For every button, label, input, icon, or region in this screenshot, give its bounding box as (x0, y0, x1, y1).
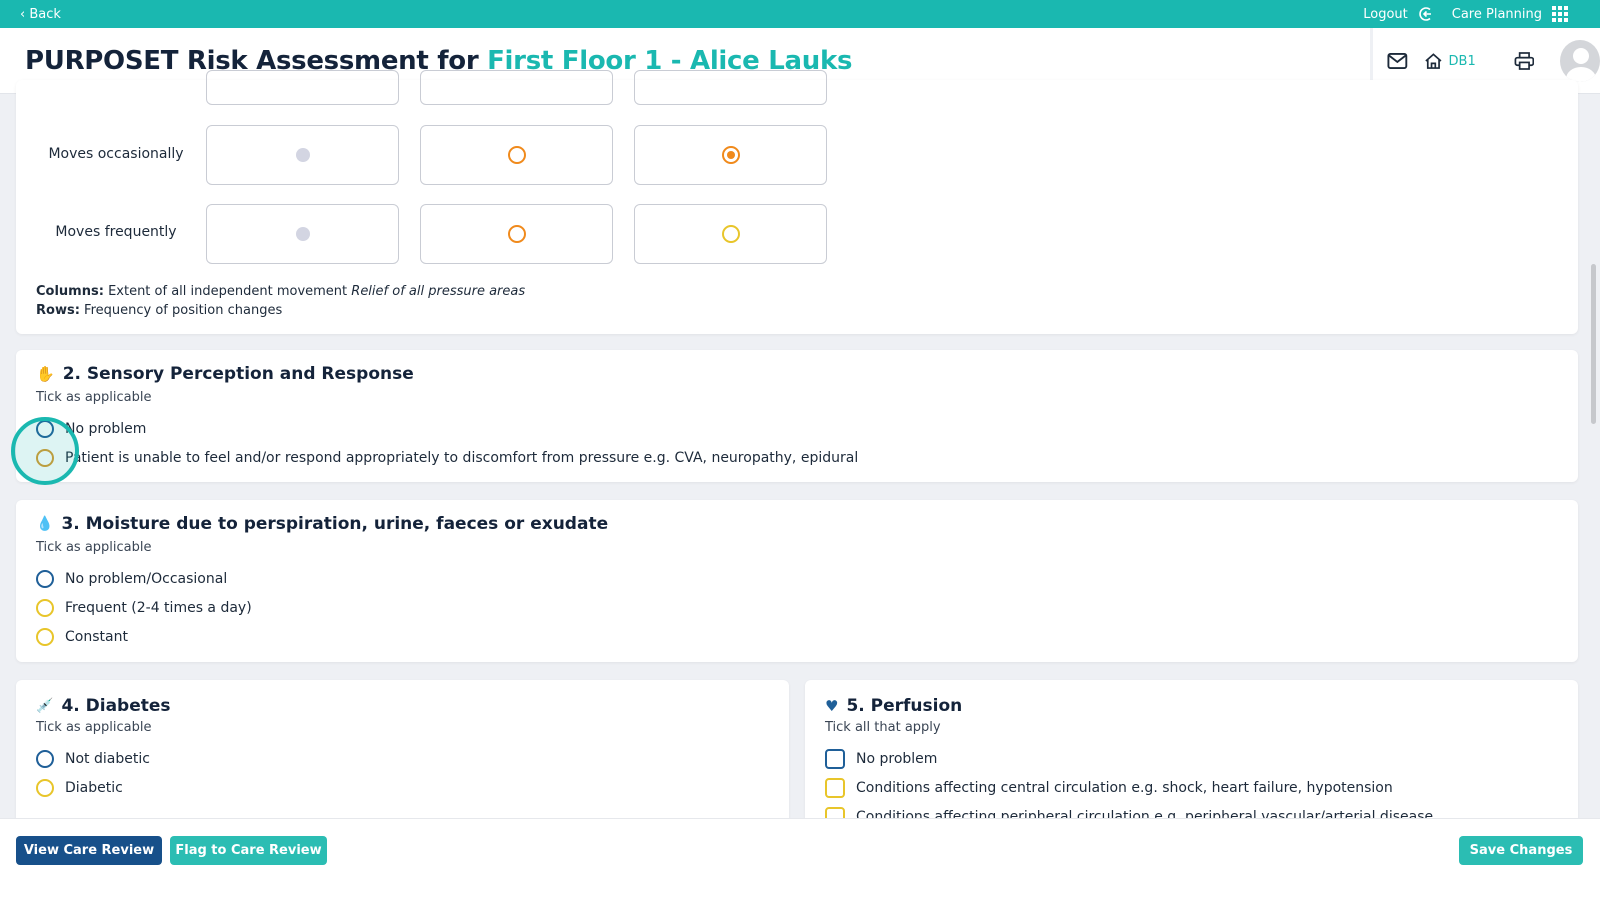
heart-pulse-icon: ♥ (825, 697, 839, 715)
row-label: Moves occasionally (48, 146, 184, 162)
save-changes-button[interactable]: Save Changes (1459, 836, 1583, 865)
columns-italic: Relief of all pressure areas (351, 284, 526, 299)
scrollbar-thumb[interactable] (1591, 264, 1596, 424)
hand-icon: ✋ (36, 365, 55, 383)
grid-cell[interactable] (420, 204, 613, 264)
checkbox-option[interactable]: No problem (825, 749, 937, 769)
section-title: 3. Moisture due to perspiration, urine, … (61, 514, 609, 534)
option[interactable]: Diabetic (36, 779, 123, 797)
sensory-section: ✋ 2. Sensory Perception and Response Tick… (16, 350, 1578, 482)
home-icon[interactable] (1424, 52, 1443, 70)
option-label: Diabetic (65, 780, 123, 796)
option-label: No problem (856, 751, 938, 767)
option-unable-to-feel[interactable]: Patient is unable to feel and/or respond… (36, 449, 858, 467)
option[interactable]: No problem/Occasional (36, 570, 227, 588)
disabled-radio (295, 148, 310, 162)
grid-cell[interactable] (420, 125, 613, 185)
columns-text: Extent of all independent movement (108, 284, 348, 299)
option-label: Not diabetic (65, 751, 150, 767)
radio[interactable] (721, 225, 740, 243)
radio[interactable] (507, 225, 526, 243)
option-label: No problem/Occasional (65, 571, 228, 587)
option[interactable]: Not diabetic (36, 750, 150, 768)
section-subtitle: Tick as applicable (36, 390, 152, 405)
radio[interactable] (36, 779, 54, 797)
section-subtitle: Tick as applicable (36, 720, 152, 735)
rows-label: Rows: (36, 303, 80, 318)
section-subtitle: Tick all that apply (825, 720, 941, 735)
checkbox[interactable] (825, 778, 845, 798)
option-label: Patient is unable to feel and/or respond… (65, 450, 859, 466)
back-link[interactable]: ‹ Back (20, 6, 61, 22)
logout-link[interactable]: Logout (1363, 6, 1408, 22)
radio[interactable] (507, 146, 526, 164)
grid-cell-partial[interactable] (634, 70, 827, 105)
checkbox-option[interactable]: Conditions affecting central circulation… (825, 778, 1393, 798)
section-title: 4. Diabetes (61, 696, 171, 716)
logout-icon[interactable] (1418, 6, 1434, 22)
section-subtitle: Tick as applicable (36, 540, 152, 555)
radio[interactable] (36, 628, 54, 646)
scrollbar[interactable] (1588, 94, 1600, 818)
flag-to-care-review-button[interactable]: Flag to Care Review (170, 836, 327, 865)
rows-text: Frequency of position changes (84, 303, 283, 318)
option[interactable]: Frequent (2-4 times a day) (36, 599, 252, 617)
location-code: DB1 (1448, 53, 1476, 69)
view-care-review-button[interactable]: View Care Review (16, 836, 162, 865)
grid-cell[interactable] (634, 204, 827, 264)
checkbox[interactable] (825, 749, 845, 769)
droplet-icon: 💧 (36, 516, 54, 532)
row-label: Moves frequently (55, 224, 177, 240)
mail-icon[interactable] (1387, 52, 1408, 70)
grid-legend: Columns: Extent of all independent movem… (36, 282, 525, 320)
section-title: 5. Perfusion (846, 696, 963, 716)
diabetes-section: 💉 4. Diabetes Tick as applicable Not diab… (16, 680, 789, 840)
perfusion-section: ♥ 5. Perfusion Tick all that apply No pro… (805, 680, 1578, 840)
radio[interactable] (36, 570, 54, 588)
user-avatar[interactable] (1560, 40, 1600, 82)
option[interactable]: Constant (36, 628, 128, 646)
grid-cell-selected[interactable] (634, 125, 827, 185)
option-label: Constant (65, 629, 128, 645)
grid-cell-disabled (206, 204, 399, 264)
print-icon[interactable] (1514, 51, 1535, 71)
footer-bar: View Care Review Flag to Care Review Sav… (0, 818, 1600, 900)
grid-cell-partial[interactable] (420, 70, 613, 105)
radio-selected[interactable] (721, 146, 740, 164)
radio[interactable] (36, 599, 54, 617)
click-indicator (11, 417, 79, 485)
columns-label: Columns: (36, 284, 104, 299)
disabled-radio (295, 227, 310, 241)
section-title: 2. Sensory Perception and Response (62, 364, 414, 384)
mobility-section: Moves occasionally Moves frequently Colu… (16, 70, 1578, 334)
option-label: Conditions affecting central circulation… (856, 780, 1393, 796)
option-label: Frequent (2-4 times a day) (65, 600, 252, 616)
option-label: No problem (65, 421, 147, 437)
grid-cell-partial[interactable] (206, 70, 399, 105)
grid-cell-disabled (206, 125, 399, 185)
top-bar: ‹ Back Logout Care Planning (0, 0, 1600, 28)
apps-grid-icon[interactable] (1552, 6, 1568, 22)
syringe-icon: 💉 (36, 698, 54, 714)
moisture-section: 💧 3. Moisture due to perspiration, urine,… (16, 500, 1578, 662)
app-name: Care Planning (1451, 6, 1542, 22)
radio[interactable] (36, 750, 54, 768)
